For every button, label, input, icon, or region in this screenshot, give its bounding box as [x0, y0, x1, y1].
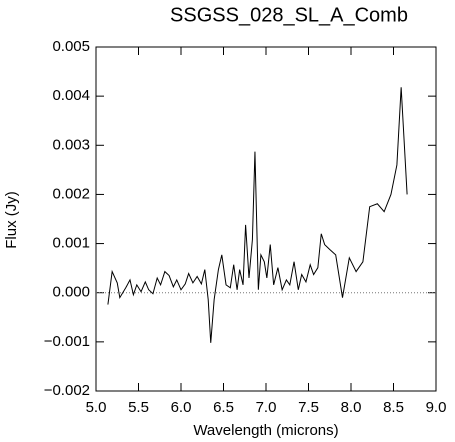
y-tick-label: −0.002: [44, 382, 90, 399]
x-tick-label: 6.5: [213, 399, 234, 416]
y-tick-label: 0.005: [52, 38, 90, 55]
chart-title: SSGSS_028_SL_A_Comb: [170, 4, 408, 26]
x-tick-label: 7.5: [298, 399, 319, 416]
x-tick-label: 9.0: [426, 399, 447, 416]
y-tick-label: 0.000: [52, 284, 90, 301]
y-tick-label: 0.001: [52, 235, 90, 252]
y-axis-label: Flux (Jy): [3, 191, 20, 249]
y-tick-label: 0.002: [52, 185, 90, 202]
x-tick-label: 7.0: [256, 399, 277, 416]
x-tick-label: 6.0: [171, 399, 192, 416]
data-line: [107, 87, 408, 343]
y-tick-label: 0.003: [52, 136, 90, 153]
x-tick-label: 8.5: [383, 399, 404, 416]
x-axis-label: Wavelength (microns): [193, 422, 338, 439]
x-tick-label: 8.0: [341, 399, 362, 416]
x-tick-label: 5.0: [86, 399, 107, 416]
y-tick-label: 0.004: [52, 87, 90, 104]
plot-frame: [95, 46, 437, 392]
x-tick-label: 5.5: [128, 399, 149, 416]
y-tick-label: −0.001: [44, 333, 90, 350]
